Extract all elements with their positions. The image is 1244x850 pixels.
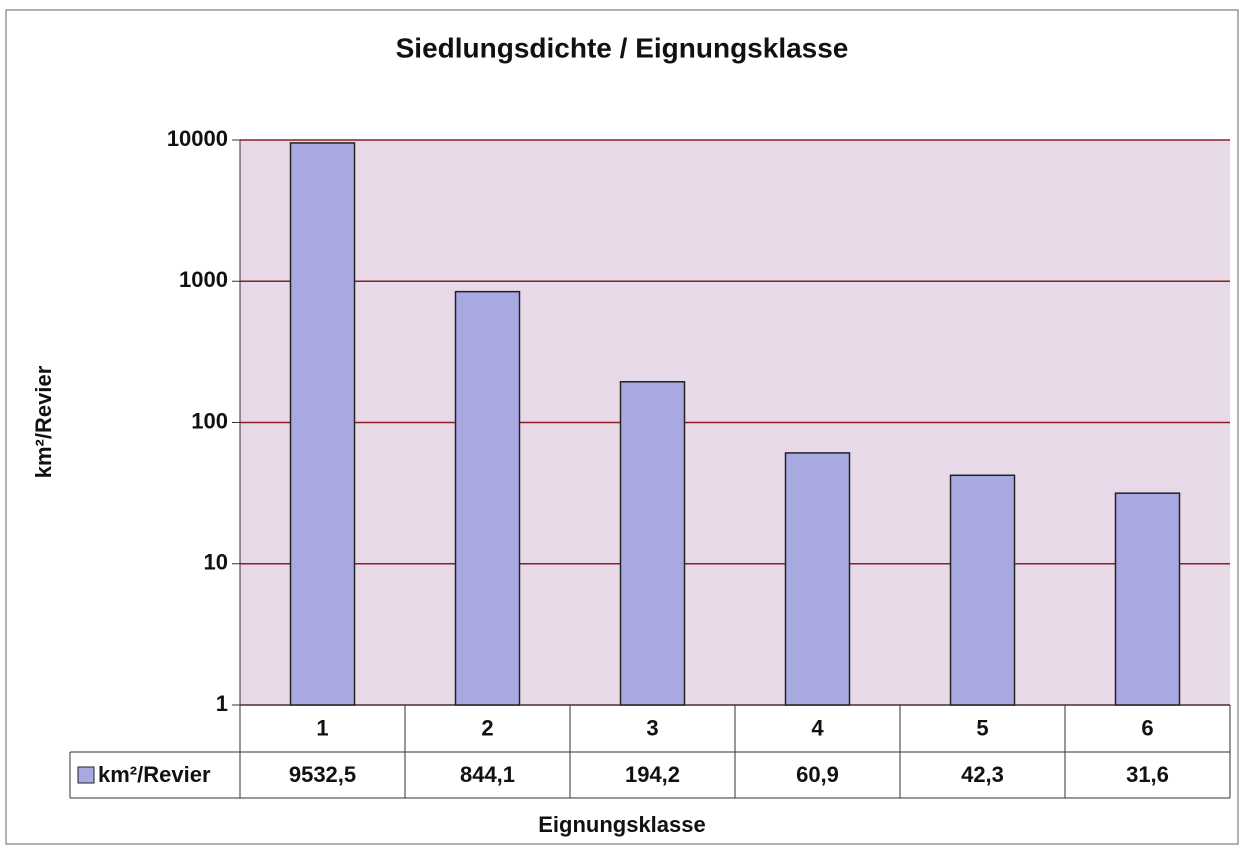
data-label: 31,6 xyxy=(1126,762,1169,787)
legend-swatch xyxy=(77,766,95,784)
data-label: 42,3 xyxy=(961,762,1004,787)
legend-label: km²/Revier xyxy=(98,762,211,787)
x-tick-label: 3 xyxy=(646,715,658,740)
y-tick-label: 1 xyxy=(216,691,228,716)
data-label: 60,9 xyxy=(796,762,839,787)
data-label: 9532,5 xyxy=(289,762,356,787)
x-axis-label: Eignungsklasse xyxy=(538,812,706,837)
y-axis-label: km²/Revier xyxy=(31,365,56,478)
bar xyxy=(1114,492,1181,706)
x-tick-label: 4 xyxy=(811,715,824,740)
y-tick-label: 100 xyxy=(191,408,228,433)
y-tick-label: 1000 xyxy=(179,267,228,292)
bar xyxy=(454,290,521,706)
data-label: 844,1 xyxy=(460,762,515,787)
bar xyxy=(619,381,686,706)
chart-title: Siedlungsdichte / Eignungsklasse xyxy=(396,32,849,63)
y-tick-label: 10 xyxy=(204,550,228,575)
x-tick-label: 6 xyxy=(1141,715,1153,740)
x-tick-label: 1 xyxy=(316,715,328,740)
bar xyxy=(784,452,851,706)
bar xyxy=(289,142,356,706)
x-tick-label: 2 xyxy=(481,715,493,740)
data-label: 194,2 xyxy=(625,762,680,787)
x-tick-label: 5 xyxy=(976,715,988,740)
y-tick-label: 10000 xyxy=(167,126,228,151)
bar xyxy=(949,474,1016,706)
